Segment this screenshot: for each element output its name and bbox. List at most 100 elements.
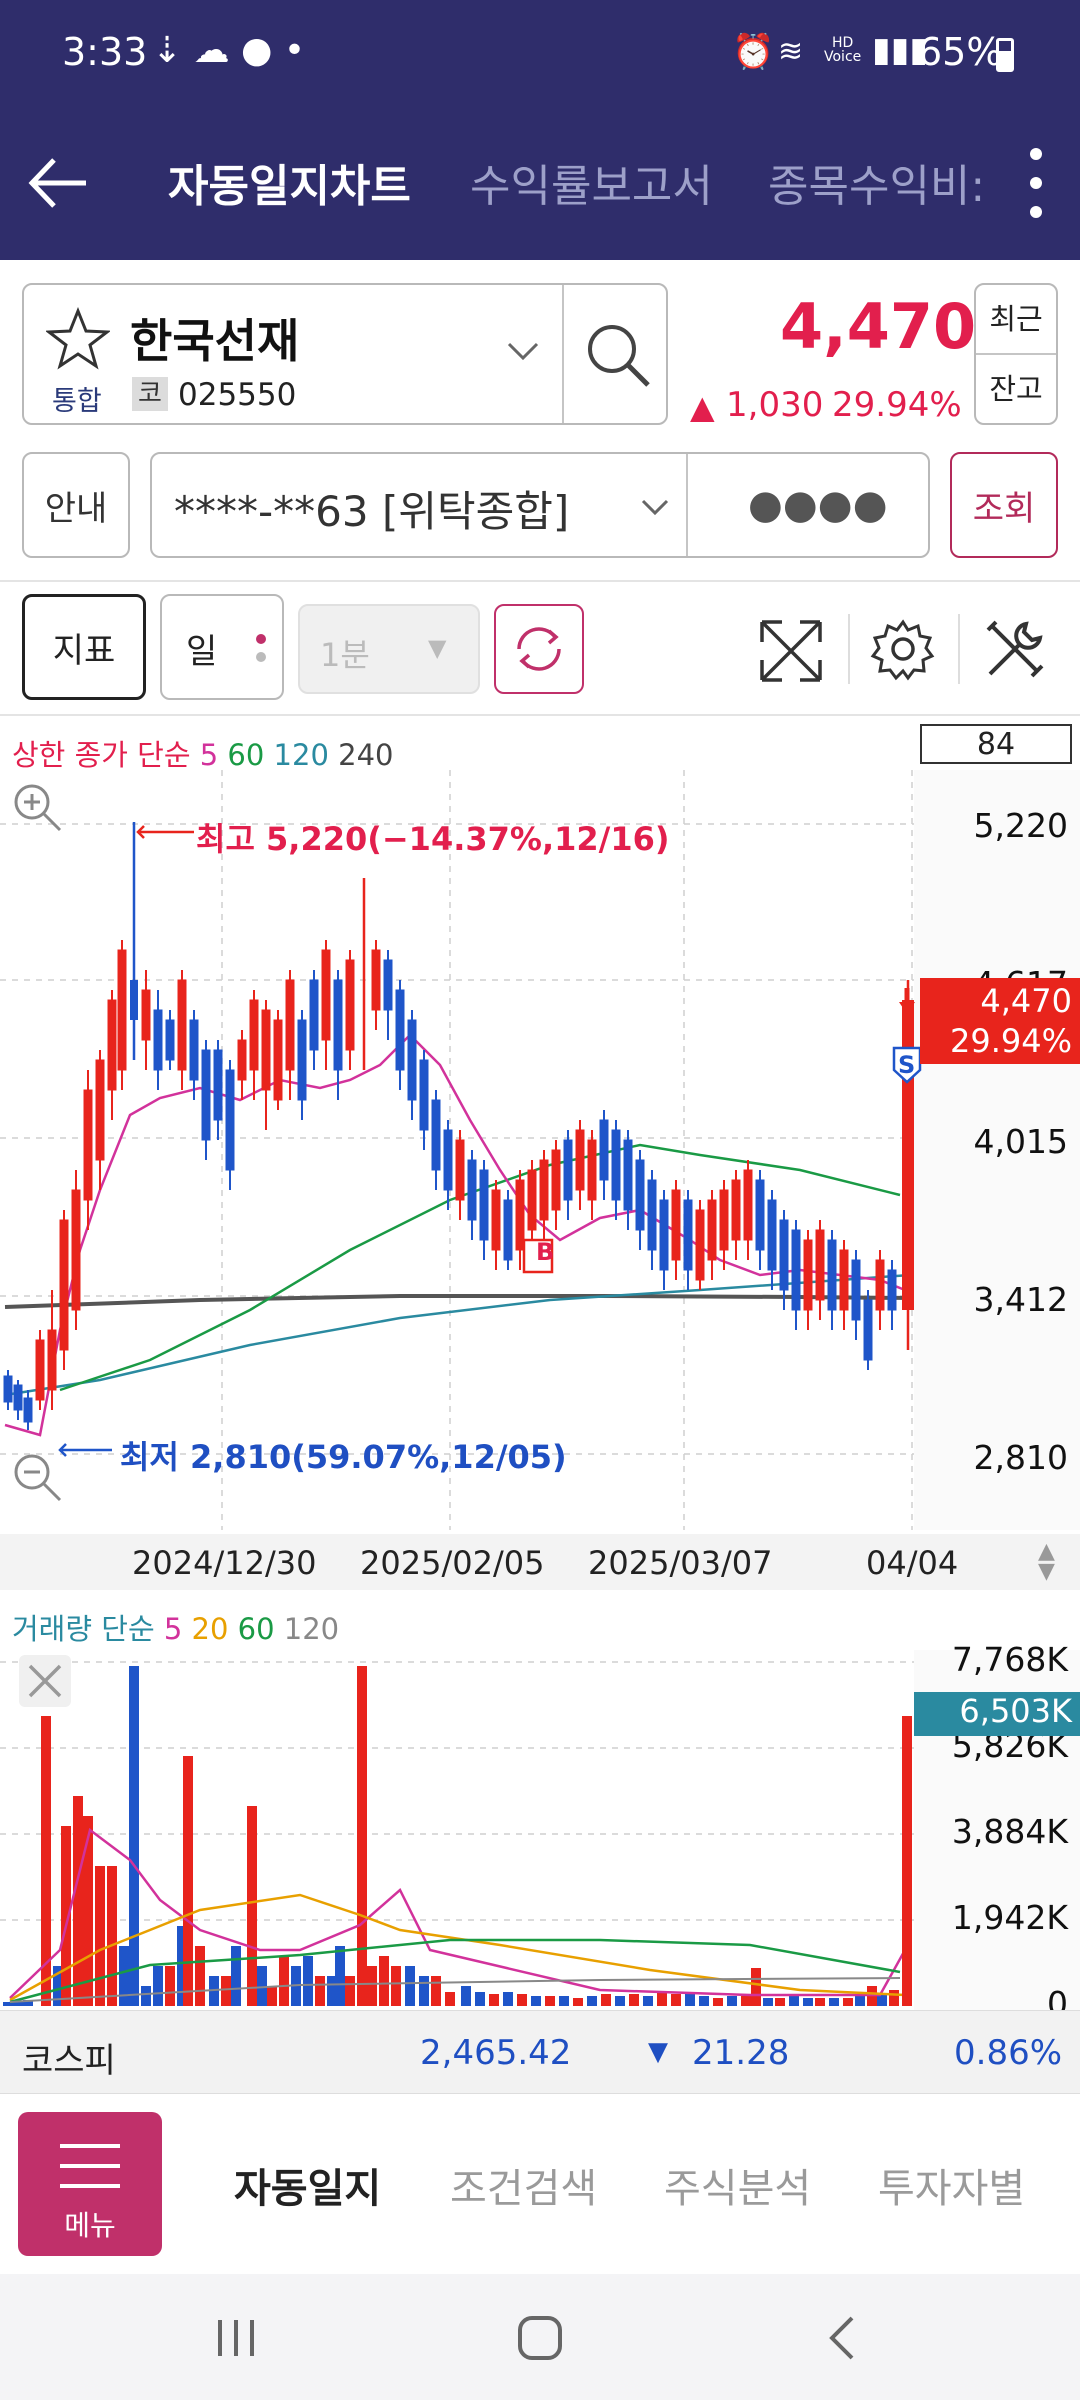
tab-return-report[interactable]: 수익률보고서 [470,161,713,212]
candle-body [3,1375,13,1403]
volume-bar [183,1756,193,2006]
volume-bar [13,2002,23,2006]
battery-icon [996,38,1014,72]
system-nav-bar [0,2274,1080,2400]
indicator-button[interactable]: 지표 [22,594,146,700]
close-volume-icon[interactable] [18,1654,72,1708]
volume-bar [335,1946,345,2006]
notification-icons: ⇣ ☁ ● • [152,30,306,71]
volume-bar [107,1866,117,2006]
candle-body [791,1229,801,1311]
candle-body [803,1239,813,1311]
stock-selector[interactable]: 한국선재 통합 코 025550 [22,283,668,425]
nav-tab-condition-search[interactable]: 조건검색 [450,2166,598,2212]
hamburger-icon [60,2144,120,2188]
down-arrow-icon: ▼ [648,2037,668,2067]
volume-bar [803,1998,813,2006]
settings-gear-icon[interactable] [868,614,938,684]
price-axis-label: 5,220 [973,806,1068,845]
status-time: 3:33 [62,30,148,74]
recent-button[interactable]: 최근 [989,302,1043,336]
price-change-pct: 29.94% [832,385,962,425]
title-bar: 자동일지차트 수익률보고서 종목수익비: [0,110,1080,260]
candle-body [431,1099,441,1171]
search-icon[interactable] [582,319,656,393]
volume-bar [267,1986,277,2006]
candle-body [767,1199,777,1271]
info-button[interactable]: 안내 [22,452,130,558]
candle-body [407,1019,417,1101]
candle-body [707,1199,717,1261]
candle-body [59,1219,69,1351]
balance-button[interactable]: 잔고 [989,372,1043,406]
candle-body [225,1069,235,1171]
stock-code: 025550 [178,377,297,413]
volume-bar [279,1956,289,2006]
volume-bar [545,1996,555,2006]
back-arrow-icon[interactable] [24,148,94,218]
star-icon[interactable] [46,307,110,371]
password-field[interactable]: ●●●● [748,482,888,528]
volume-bar [657,1992,667,2006]
back-icon[interactable] [822,2314,862,2362]
candle-body [839,1249,849,1311]
candle-body [599,1119,609,1181]
candle-body [695,1209,705,1281]
tab-stock-return[interactable]: 종목수익비: [768,161,986,212]
menu-button[interactable]: 메뉴 [18,2112,162,2256]
volume-bar [61,1826,71,2006]
volume-bar [231,1946,241,2006]
fullscreen-icon[interactable] [756,616,826,686]
volume-bar [53,1966,63,2006]
candle-body [779,1219,789,1291]
candle-body [107,999,117,1091]
volume-bar [587,1996,597,2006]
candle-body [515,1179,525,1251]
nav-tab-auto-journal[interactable]: 자동일지 [234,2166,382,2212]
candle-body [659,1199,669,1271]
candle-body [563,1139,573,1201]
volume-legend: 거래량 단순 5 20 60 120 [12,1612,340,1646]
candle-body [671,1189,681,1261]
more-vertical-icon[interactable] [1026,144,1046,222]
home-icon[interactable] [516,2314,564,2362]
volume-bar [95,1866,105,2006]
candle-body [35,1339,45,1401]
volume-bar [629,1994,639,2006]
volume-bar [419,1976,429,2006]
candle-body [491,1189,501,1251]
candle-count-box[interactable]: 84 [920,724,1072,764]
price-change: 1,030 [726,385,824,425]
volume-bar [643,1996,653,2006]
volume-bar [367,1966,377,2006]
period-button[interactable]: 일 [160,594,284,700]
query-button[interactable]: 조회 [950,452,1058,558]
nav-tab-investor[interactable]: 투자자별 [878,2166,1026,2212]
wifi-icon: ≋ [778,34,804,69]
volume-bar [843,1998,853,2006]
refresh-button[interactable] [494,604,584,694]
volume-bar [699,1996,709,2006]
candle-body [827,1239,837,1311]
nav-tab-stock-analysis[interactable]: 주식분석 [664,2166,812,2212]
volume-bar [855,1996,865,2006]
zoom-in-icon[interactable] [10,780,66,836]
candle-body [189,1019,199,1081]
resize-handle-icon[interactable]: ▲ ▼ [1038,1539,1055,1584]
candle-body [587,1139,597,1201]
chevron-down-icon[interactable] [506,341,540,363]
index-bar[interactable]: 코스피 2,465.42 ▼ 21.28 0.86% [0,2010,1080,2094]
volume-bar [315,1976,325,2006]
chevron-down-icon[interactable] [640,498,670,518]
recent-apps-icon[interactable] [214,2316,258,2360]
candle-body [539,1159,549,1221]
price-chart [0,770,1080,1530]
alarm-icon: ⏰ [732,32,775,72]
volume-axis-label: 7,768K [951,1640,1068,1679]
volume-bar [129,1666,139,2006]
zoom-out-icon[interactable] [10,1450,66,1506]
tab-auto-journal-chart[interactable]: 자동일지차트 [168,161,411,212]
tools-icon[interactable] [980,614,1050,684]
market-label: 통합 [52,386,102,417]
account-selector[interactable]: ****-**63 [위탁종합] ●●●● [150,452,930,558]
